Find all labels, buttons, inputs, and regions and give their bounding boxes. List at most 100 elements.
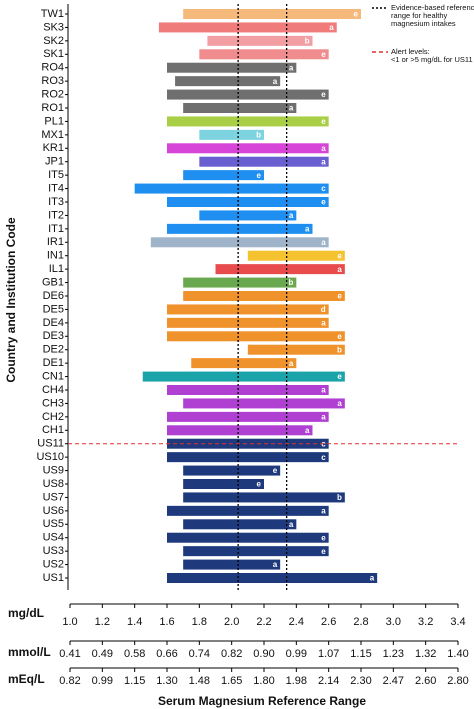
bar-tag: a — [321, 238, 326, 247]
bar-tag: a — [337, 399, 342, 408]
range-bar — [183, 170, 264, 181]
x-tick-label: 0.41 — [59, 648, 80, 660]
range-bar — [199, 49, 329, 60]
bar-tag: a — [273, 560, 278, 569]
range-bar — [215, 264, 345, 275]
bar-tag: c — [321, 453, 326, 462]
range-bar — [183, 479, 264, 489]
y-tick-label: US5 — [43, 518, 64, 530]
bar-tag: b — [337, 345, 342, 354]
bar-tag: e — [321, 90, 326, 99]
y-tick-label: IN1 — [47, 250, 64, 262]
bar-tag: a — [289, 63, 294, 72]
range-bar — [183, 546, 329, 557]
bar-tag: a — [321, 144, 326, 153]
x-tick-label: 2.4 — [289, 616, 304, 628]
y-tick-label: IL1 — [49, 263, 64, 275]
bar-tag: e — [321, 117, 326, 126]
range-bar — [150, 237, 329, 248]
y-tick-label: CN1 — [42, 370, 64, 382]
y-tick-label: JP1 — [45, 156, 64, 168]
range-bar — [247, 250, 345, 261]
x-tick-label: 1.40 — [447, 648, 468, 660]
bar-tag: a — [289, 104, 294, 113]
y-tick-label: US7 — [43, 491, 64, 503]
range-bar — [199, 129, 264, 140]
x-tick-label: 1.8 — [192, 616, 207, 628]
bar-tag: a — [289, 359, 294, 368]
range-bar — [167, 223, 313, 234]
x-tick-label: 2.14 — [318, 675, 339, 687]
y-tick-label: CH2 — [42, 411, 64, 423]
y-tick-label: SK2 — [43, 35, 64, 47]
y-tick-label: DE3 — [43, 330, 64, 342]
x-tick-label: 1.15 — [124, 675, 145, 687]
bar-tag: c — [321, 184, 326, 193]
x-tick-label: 0.66 — [156, 648, 177, 660]
y-tick-label: MX1 — [41, 129, 64, 141]
range-bar — [175, 76, 281, 87]
range-bar — [167, 411, 329, 422]
bar-tag: a — [321, 157, 326, 166]
y-tick-label: SK3 — [43, 21, 64, 33]
range-bar — [183, 465, 281, 476]
y-tick-label: US11 — [37, 438, 64, 450]
range-bar — [183, 9, 361, 19]
range-bar — [183, 291, 345, 301]
y-tick-label: US4 — [43, 532, 64, 544]
x-tick-label: 0.82 — [59, 675, 80, 687]
range-bar — [207, 35, 313, 46]
y-tick-label: DE6 — [43, 290, 64, 302]
range-bar — [183, 559, 281, 570]
x-tick-label: 1.2 — [95, 616, 110, 628]
x-tick-label: 1.4 — [127, 616, 142, 628]
y-tick-label: IT1 — [48, 223, 64, 235]
bar-tag: e — [337, 251, 342, 260]
x-tick-label: 2.30 — [350, 675, 371, 687]
range-bar — [167, 317, 329, 328]
y-tick-label: IT5 — [48, 169, 64, 181]
y-tick-label: PL1 — [44, 115, 64, 127]
bar-tag: e — [257, 480, 262, 489]
x-tick-label: 0.74 — [189, 648, 210, 660]
x-tick-label: 0.49 — [92, 648, 113, 660]
bar-tag: d — [321, 305, 326, 314]
y-tick-label: RO2 — [41, 88, 64, 100]
y-axis-title: Country and Institution Code — [4, 217, 18, 383]
y-tick-label: KR1 — [43, 142, 64, 154]
range-bar — [167, 452, 329, 463]
y-tick-label: RO4 — [41, 62, 64, 74]
bar-tag: e — [321, 533, 326, 542]
range-bar — [199, 156, 329, 167]
x-tick-label: 1.32 — [415, 648, 436, 660]
x-tick-label: 3.2 — [418, 616, 433, 628]
range-bar — [199, 210, 297, 221]
range-bar — [167, 62, 297, 73]
bar-tag: a — [305, 224, 310, 233]
x-tick-label: 1.48 — [189, 675, 210, 687]
y-tick-label: US8 — [43, 478, 64, 490]
bar-tag: a — [337, 265, 342, 274]
bar-tag: a — [370, 574, 375, 583]
range-bar — [183, 492, 345, 503]
y-tick-label: US6 — [43, 505, 64, 517]
legend-label: magnesium intakes — [391, 19, 456, 28]
legend-label: <1 or >5 mg/dL for US11 — [391, 55, 473, 64]
y-tick-label: RO1 — [41, 102, 64, 114]
x-tick-label: 2.2 — [256, 616, 271, 628]
range-bar — [167, 197, 329, 207]
y-tick-label: US10 — [36, 451, 64, 463]
range-bar — [167, 89, 329, 100]
x-tick-label: 1.6 — [159, 616, 174, 628]
y-tick-label: US2 — [43, 558, 64, 570]
y-tick-label: IT3 — [48, 196, 64, 208]
legend-label: range for healthy — [391, 11, 448, 20]
range-bar — [183, 519, 297, 530]
bar-tag: b — [305, 36, 310, 45]
bar-tag: a — [289, 520, 294, 529]
bar-tag: a — [329, 23, 334, 32]
axis-unit: mg/dL — [8, 606, 44, 620]
x-tick-label: 2.60 — [415, 675, 436, 687]
y-tick-label: DE1 — [43, 357, 64, 369]
